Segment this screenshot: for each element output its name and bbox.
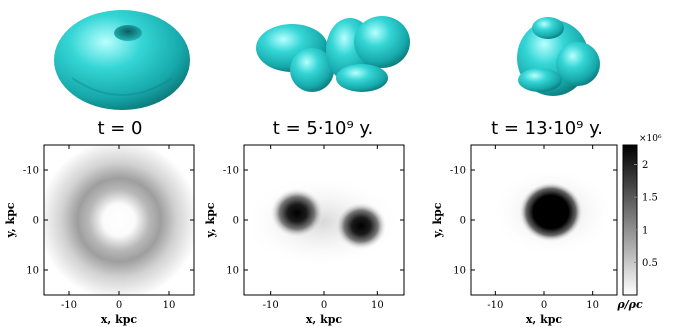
x-tick-label: -10: [61, 300, 77, 311]
x-tick-label: 0: [541, 300, 547, 311]
y-tick-label: 0: [233, 216, 239, 227]
colorbar-ticks: 2 1.5 1 0.5: [634, 160, 658, 269]
x-tick-label: -10: [263, 300, 279, 311]
y-tick-label: 0: [460, 216, 466, 227]
colorbar-gradient: [622, 144, 638, 296]
y-tick-label: -10: [223, 166, 239, 177]
x-tick-label: 10: [586, 300, 599, 311]
x-axis-label: x, kpc: [101, 313, 138, 326]
central-blob-surface: [517, 17, 600, 96]
x-tick-label: -10: [487, 300, 503, 311]
colorbar-label: ρ/ρc: [616, 298, 643, 311]
colorbar-tick-label: 2: [642, 160, 648, 171]
y-tick-label: 10: [26, 266, 39, 277]
colorbar-tick-label: 0.5: [642, 258, 658, 269]
x-axis-label: x, kpc: [526, 313, 563, 326]
colorbar-tick-label: 1: [642, 225, 648, 236]
time-label-1: t = 0: [97, 118, 142, 139]
density-map-1: [43, 144, 195, 296]
density-map-3: [470, 144, 618, 296]
colorbar-tick-label: 1.5: [642, 193, 658, 204]
x-tick-label: 0: [321, 300, 327, 311]
density-map-2: [243, 144, 405, 296]
y-tick-label: -10: [450, 166, 466, 177]
torus-surface: [54, 10, 190, 110]
colorbar: ×10⁶ 2 1.5 1 0.5 ρ/ρc: [616, 134, 662, 311]
x-tick-label: 10: [371, 300, 384, 311]
y-axis-label: y, kpc: [431, 202, 444, 238]
colorbar-multiplier: ×10⁶: [639, 134, 662, 144]
x-axis-label: x, kpc: [306, 313, 343, 326]
x-tick-label: 10: [163, 300, 176, 311]
y-tick-label: -10: [23, 166, 39, 177]
axes: -10 -10 0 0 10 10 x, kpc y, kpc -10 -10 0 0 10 10 x, k…: [4, 145, 617, 326]
time-label-2: t = 5·10⁹ y.: [273, 118, 373, 139]
y-axis-label: y, kpc: [204, 202, 217, 238]
y-tick-label: 10: [453, 266, 466, 277]
y-tick-label: 10: [226, 266, 239, 277]
x-tick-label: 0: [116, 300, 122, 311]
y-tick-label: 0: [33, 216, 39, 227]
y-axis-label: y, kpc: [4, 202, 17, 238]
binary-lobes-surface: [256, 16, 410, 92]
time-label-3: t = 13·10⁹ y.: [491, 118, 603, 139]
